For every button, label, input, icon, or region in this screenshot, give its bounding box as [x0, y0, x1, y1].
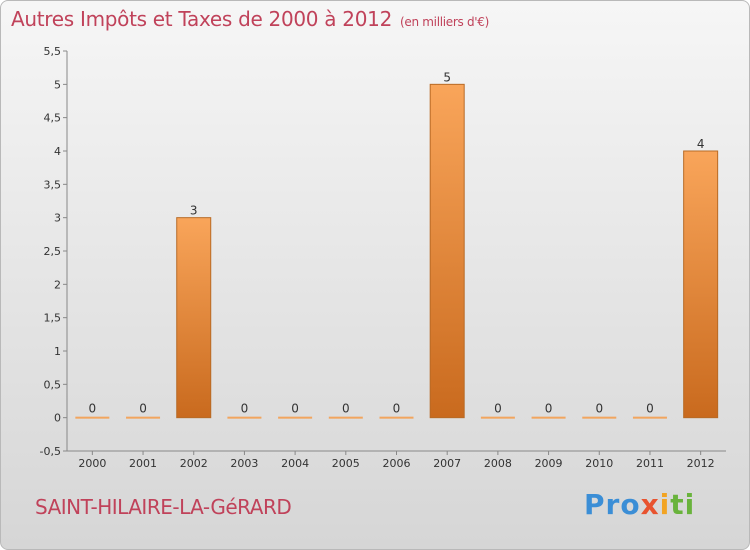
x-tick-label: 2007 — [433, 457, 461, 470]
bar — [429, 83, 465, 419]
y-tick-label: 1,5 — [44, 312, 62, 325]
data-label: 3 — [190, 204, 198, 218]
data-label: 0 — [646, 402, 654, 416]
data-label: 0 — [393, 402, 401, 416]
y-tick-label: 2 — [54, 278, 61, 291]
proxiti-logo: Proxiti — [584, 488, 696, 521]
bar — [582, 416, 617, 419]
data-label: 0 — [291, 402, 299, 416]
data-label: 5 — [443, 70, 451, 84]
x-tick-label: 2001 — [129, 457, 157, 470]
y-tick-label: 0 — [54, 412, 61, 425]
x-tick-label: 2010 — [585, 457, 613, 470]
unit-label: (en milliers d'€) — [400, 15, 490, 29]
data-label: 0 — [595, 402, 603, 416]
x-tick-label: 2009 — [535, 457, 563, 470]
y-tick-label: 1 — [54, 345, 61, 358]
bar — [176, 217, 212, 419]
bar — [75, 416, 110, 419]
x-tick-label: 2005 — [332, 457, 360, 470]
data-label: 0 — [139, 402, 147, 416]
bar — [278, 416, 313, 419]
y-tick-label: 5,5 — [44, 45, 62, 58]
data-label: 0 — [89, 402, 97, 416]
x-tick-label: 2000 — [78, 457, 106, 470]
bar — [480, 416, 515, 419]
y-tick-label: 3 — [54, 212, 61, 225]
bar — [328, 416, 363, 419]
bar — [531, 416, 566, 419]
bar — [379, 416, 414, 419]
x-tick-label: 2002 — [180, 457, 208, 470]
commune-name: SAINT-HILAIRE-LA-GéRARD — [35, 495, 292, 519]
y-tick-label: 3,5 — [44, 178, 62, 191]
x-tick-label: 2012 — [687, 457, 715, 470]
bar — [683, 150, 719, 419]
x-tick-label: 2003 — [230, 457, 258, 470]
x-tick-label: 2006 — [383, 457, 411, 470]
bar — [227, 416, 262, 419]
data-label: 0 — [342, 402, 350, 416]
x-tick-label: 2004 — [281, 457, 309, 470]
chart-title: Autres Impôts et Taxes de 2000 à 2012 (en… — [11, 7, 489, 31]
bar — [632, 416, 667, 419]
y-tick-label: -0,5 — [40, 445, 61, 458]
data-label: 4 — [697, 137, 705, 151]
title-text: Autres Impôts et Taxes de 2000 à 2012 — [11, 7, 392, 31]
x-tick-label: 2011 — [636, 457, 664, 470]
y-tick-label: 4,5 — [44, 112, 62, 125]
y-tick-label: 2,5 — [44, 245, 62, 258]
y-tick-label: 4 — [54, 145, 61, 158]
data-label: 0 — [545, 402, 553, 416]
x-tick-label: 2008 — [484, 457, 512, 470]
data-label: 0 — [241, 402, 249, 416]
data-label: 0 — [494, 402, 502, 416]
y-tick-label: 0,5 — [44, 378, 62, 391]
bar — [126, 416, 161, 419]
y-tick-label: 5 — [54, 78, 61, 91]
